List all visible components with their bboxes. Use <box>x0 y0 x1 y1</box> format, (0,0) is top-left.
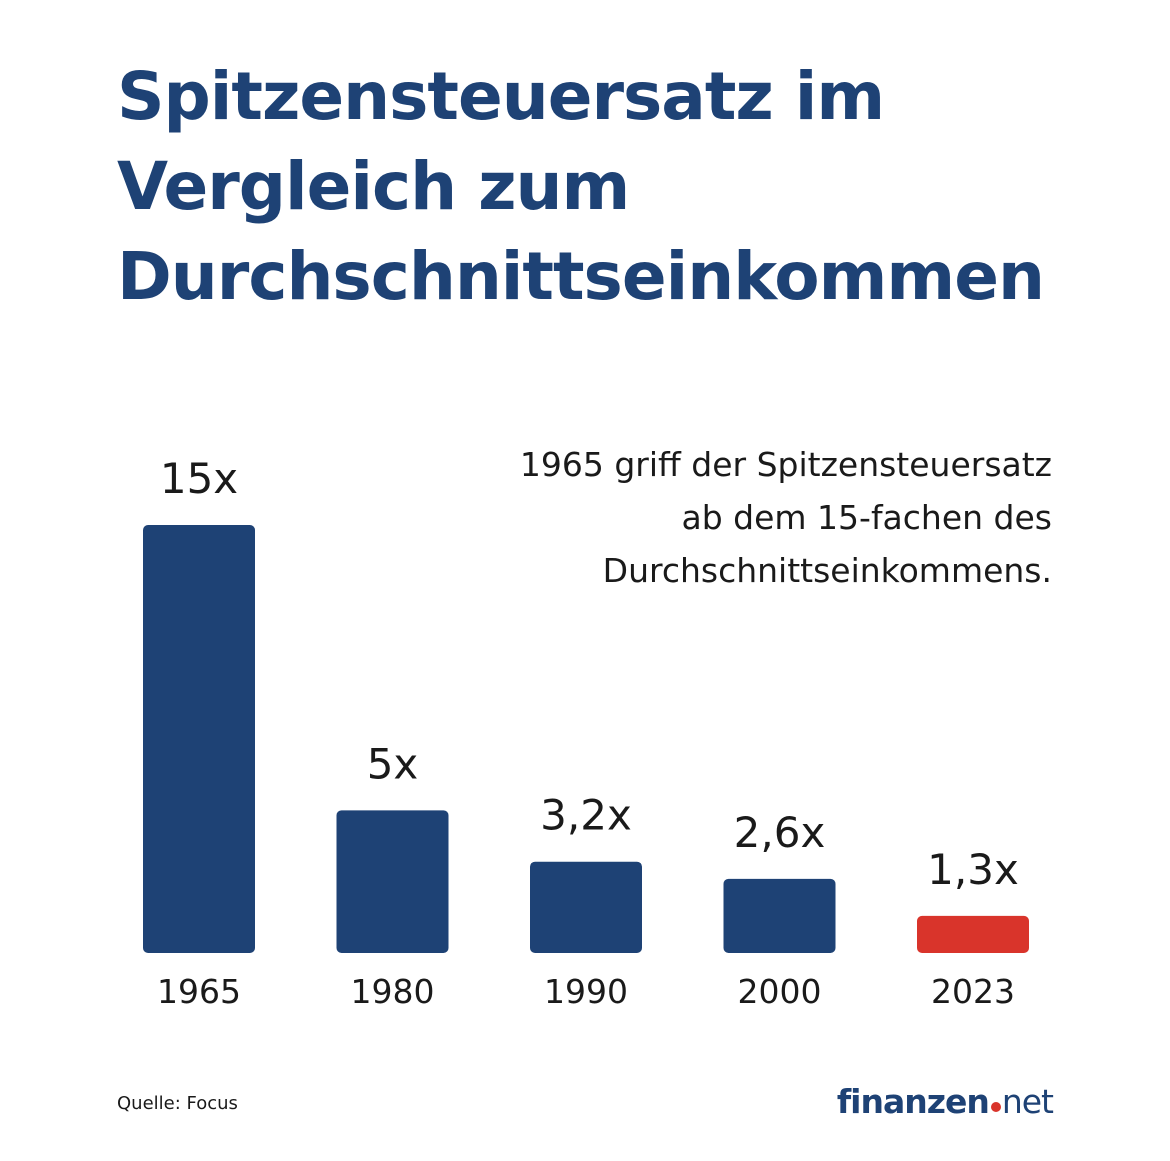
logo-domain: net <box>1001 1082 1054 1121</box>
bar-2023 <box>917 915 1029 953</box>
category-label-1990: 1990 <box>544 972 628 1011</box>
chart-annotation: 1965 griff der Spitzensteuersatz ab dem … <box>412 438 1052 597</box>
category-label-2000: 2000 <box>738 972 822 1011</box>
logo-dot-icon <box>990 1102 1001 1112</box>
annotation-line: Durchschnittseinkommens. <box>602 551 1052 590</box>
title-line: Durchschnittseinkommen <box>117 238 1045 315</box>
title-line: Vergleich zum <box>117 148 630 225</box>
category-label-1965: 1965 <box>157 972 241 1011</box>
data-label-1980: 5x <box>367 739 419 788</box>
bar-1965 <box>143 525 255 953</box>
category-label-1980: 1980 <box>351 972 435 1011</box>
data-label-2000: 2,6x <box>734 808 826 857</box>
bar-2000 <box>723 878 836 953</box>
chart-title: Spitzensteuersatz im Vergleich zum Durch… <box>117 52 1077 322</box>
brand-logo: finanzen net <box>836 1082 1054 1122</box>
annotation-line: 1965 griff der Spitzensteuersatz <box>519 445 1052 484</box>
source-note: Quelle: Focus <box>117 1093 238 1114</box>
title-line: Spitzensteuersatz im <box>117 58 885 135</box>
data-label-2023: 1,3x <box>927 845 1019 894</box>
category-label-2023: 2023 <box>931 972 1015 1011</box>
data-label-1990: 3,2x <box>540 791 632 840</box>
logo-wordmark: finanzen <box>836 1082 990 1121</box>
annotation-line: ab dem 15-fachen des <box>681 498 1053 537</box>
bar-1990 <box>530 861 642 953</box>
bar-1980 <box>336 810 449 953</box>
data-label-1965: 15x <box>160 454 238 503</box>
